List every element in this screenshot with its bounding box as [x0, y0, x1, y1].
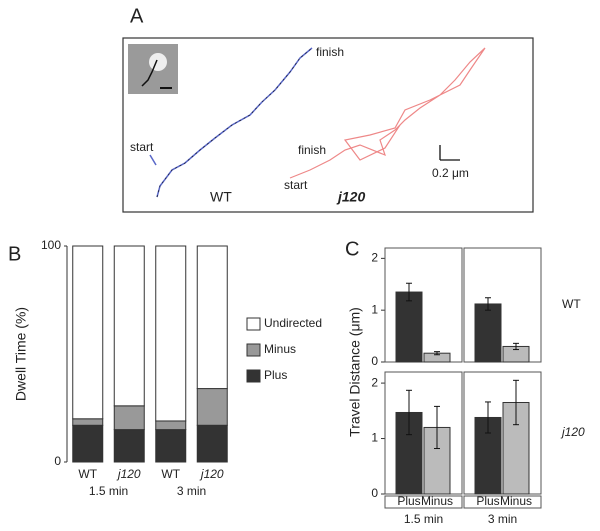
track-label: finish — [298, 143, 326, 157]
bar-segment — [155, 429, 187, 463]
track-label: start — [284, 178, 308, 192]
y-tick-label: 100 — [41, 238, 61, 252]
wt-track — [156, 47, 313, 198]
y-tick-label: 2 — [371, 375, 378, 389]
panel-label: B — [8, 243, 21, 265]
bar-segment — [155, 245, 187, 422]
wt-track-points — [156, 47, 313, 198]
track-label: finish — [316, 45, 344, 59]
x-tick-label: Minus — [500, 494, 532, 508]
y-tick-label: 1 — [371, 302, 378, 316]
bar — [395, 291, 423, 363]
x-tick-label: WT — [161, 467, 180, 481]
bar-segment — [72, 245, 104, 420]
inset-cell — [149, 53, 167, 71]
facet-strip — [384, 495, 463, 509]
y-tick-label: 0 — [371, 486, 378, 500]
bar-segment — [72, 424, 104, 463]
legend-label: Undirected — [264, 316, 322, 330]
column-label: 1.5 min — [404, 512, 443, 526]
column-label: 3 min — [488, 512, 517, 526]
panel-label: C — [345, 238, 359, 260]
legend-swatch — [246, 317, 261, 331]
j120-track — [289, 47, 486, 179]
bar-segment — [113, 245, 145, 407]
bar — [474, 303, 502, 363]
x-tick-label: j120 — [116, 467, 141, 481]
x-tick-label: j120 — [199, 467, 224, 481]
group-label: 3 min — [177, 484, 206, 498]
row-label: j120 — [560, 425, 585, 439]
bar-segment — [196, 388, 228, 426]
y-tick-label: 0 — [54, 454, 61, 468]
x-tick-label: Minus — [421, 494, 453, 508]
bar-segment — [155, 420, 187, 431]
y-axis-label: Dwell Time (%) — [13, 307, 29, 401]
y-tick-label: 0 — [371, 354, 378, 368]
group-label: 1.5 min — [89, 484, 128, 498]
wt-track-start — [149, 154, 157, 166]
y-tick-label: 2 — [371, 251, 378, 265]
panel-frame — [122, 37, 534, 213]
x-tick-label: Plus — [397, 494, 420, 508]
bar-segment — [72, 418, 104, 426]
inset-track — [141, 59, 158, 87]
bar-segment — [113, 405, 145, 431]
bar-segment — [196, 245, 228, 390]
legend-swatch — [246, 343, 261, 357]
y-tick-label: 1 — [371, 431, 378, 445]
legend-label: Plus — [264, 368, 287, 382]
panel-label: A — [130, 5, 144, 27]
legend-swatch — [246, 369, 261, 383]
legend-label: Minus — [264, 342, 296, 356]
x-tick-label: Plus — [476, 494, 499, 508]
bar-segment — [113, 429, 145, 463]
track-name: j120 — [336, 189, 365, 205]
facet-strip — [463, 495, 542, 509]
row-label: WT — [562, 297, 581, 311]
y-axis-label: Travel Distance (μm) — [347, 307, 363, 437]
x-tick-label: WT — [78, 467, 97, 481]
track-name: WT — [210, 189, 232, 205]
track-label: start — [130, 140, 154, 154]
scale-label: 0.2 μm — [432, 166, 469, 180]
bar-segment — [196, 424, 228, 463]
